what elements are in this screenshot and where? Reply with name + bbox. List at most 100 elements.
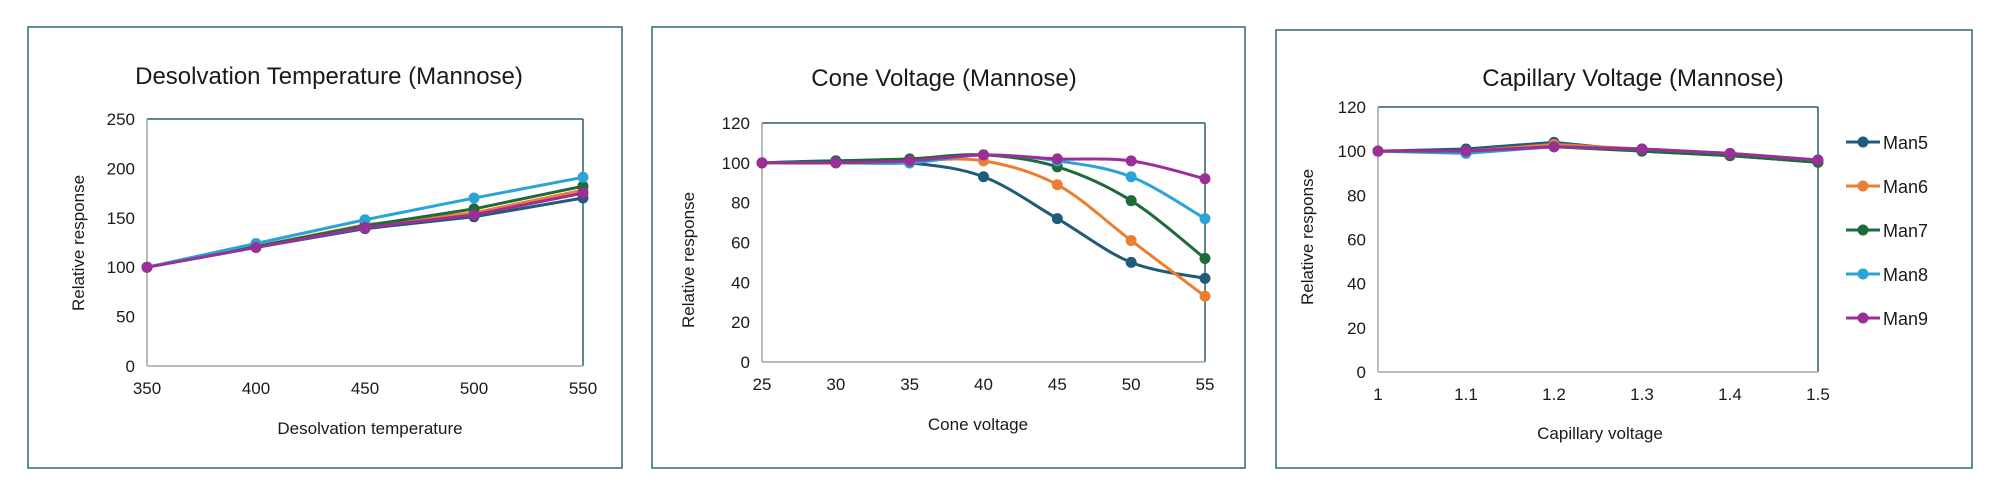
legend-label: Man6 [1883,177,1928,197]
data-point [1636,143,1648,155]
chart-panel [1275,29,1973,469]
x-tick-label: 1 [1373,385,1382,404]
legend-marker-icon [1857,224,1869,236]
chart-desolvation-temperature: Desolvation Temperature (Mannose) Desolv… [27,26,623,469]
data-point [468,209,480,221]
data-point [978,149,989,161]
y-axis-label: Relative response [679,192,698,328]
legend-label: Man9 [1883,309,1928,329]
legend-item: Man8 [1846,265,1928,285]
data-point [756,157,768,169]
y-tick-label: 40 [731,273,750,292]
legend-marker-icon [1857,268,1869,280]
x-tick-label: 1.3 [1630,385,1654,404]
y-tick-label: 100 [1338,142,1366,161]
y-axis-label: Relative response [1298,169,1317,305]
x-tick-label: 1.4 [1718,385,1742,404]
legend-item: Man5 [1846,133,1928,153]
y-tick-label: 200 [107,159,135,178]
data-point [1125,155,1137,167]
data-point [1125,235,1137,247]
data-point [1548,141,1560,153]
data-point [359,214,371,226]
data-point [1460,145,1472,157]
legend-item: Man9 [1846,309,1928,329]
y-tick-label: 150 [107,209,135,228]
x-tick-label: 500 [460,379,488,398]
legend-item: Man6 [1846,177,1928,197]
data-point [904,155,916,167]
data-point [1812,154,1824,166]
legend-label: Man7 [1883,221,1928,241]
x-tick-label: 450 [351,379,379,398]
data-point [830,157,842,169]
chart-title: Cone Voltage (Mannose) [811,65,1077,92]
x-axis-label: Cone voltage [928,415,1028,434]
chart-panel [27,26,623,469]
y-axis-label: Relative response [69,175,88,311]
data-point [1199,290,1211,302]
x-tick-label: 400 [242,379,270,398]
y-tick-label: 0 [741,353,750,372]
x-axis-label: Capillary voltage [1537,424,1663,443]
data-point [1051,213,1063,225]
x-tick-label: 45 [1048,375,1067,394]
data-point [1051,179,1063,191]
data-point [250,241,262,253]
y-tick-label: 80 [731,194,750,213]
data-point [1125,171,1137,183]
y-tick-label: 100 [722,154,750,173]
chart-title: Capillary Voltage (Mannose) [1482,65,1784,92]
legend-marker-icon [1857,312,1869,324]
x-tick-label: 350 [133,379,161,398]
data-point [1199,272,1211,284]
y-tick-label: 80 [1347,186,1366,205]
y-tick-label: 120 [722,114,750,133]
legend-marker-icon [1857,180,1869,192]
data-point [1724,147,1736,159]
y-tick-label: 100 [107,258,135,277]
chart-capillary-voltage: Capillary Voltage (Mannose) Capillary vo… [1275,29,1973,469]
data-point [1125,195,1137,207]
data-point [1199,252,1211,264]
data-point [359,222,371,234]
series-man9 [141,187,589,273]
y-tick-label: 60 [1347,231,1366,250]
y-tick-label: 0 [126,357,135,376]
legend-label: Man8 [1883,265,1928,285]
x-tick-label: 550 [569,379,597,398]
y-tick-label: 20 [731,313,750,332]
y-tick-label: 0 [1357,363,1366,382]
data-point [1051,153,1063,165]
legend-item: Man7 [1846,221,1928,241]
x-tick-label: 1.5 [1806,385,1830,404]
x-tick-label: 35 [900,375,919,394]
x-tick-label: 1.2 [1542,385,1566,404]
data-point [978,171,989,183]
data-point [577,187,589,199]
x-tick-label: 1.1 [1454,385,1478,404]
y-tick-label: 120 [1338,98,1366,117]
y-tick-label: 50 [116,308,135,327]
x-tick-label: 50 [1122,375,1141,394]
chart-cone-voltage: Cone Voltage (Mannose) Cone voltage Rela… [651,26,1246,469]
x-tick-label: 40 [974,375,993,394]
legend-label: Man5 [1883,133,1928,153]
data-point [468,192,480,204]
series-man9 [756,149,1211,185]
y-tick-label: 40 [1347,275,1366,294]
chart-title: Desolvation Temperature (Mannose) [135,63,523,90]
data-point [1199,213,1211,225]
data-point [141,261,153,273]
data-point [577,171,589,183]
x-tick-label: 55 [1196,375,1215,394]
data-point [1372,145,1384,157]
legend: Man5 Man6 Man7 Man8 Man9 [1846,133,1928,329]
y-tick-label: 20 [1347,319,1366,338]
x-tick-label: 25 [753,375,772,394]
data-point [1199,173,1211,185]
series-man9 [1372,141,1824,166]
y-tick-label: 60 [731,234,750,253]
data-point [1125,256,1137,268]
